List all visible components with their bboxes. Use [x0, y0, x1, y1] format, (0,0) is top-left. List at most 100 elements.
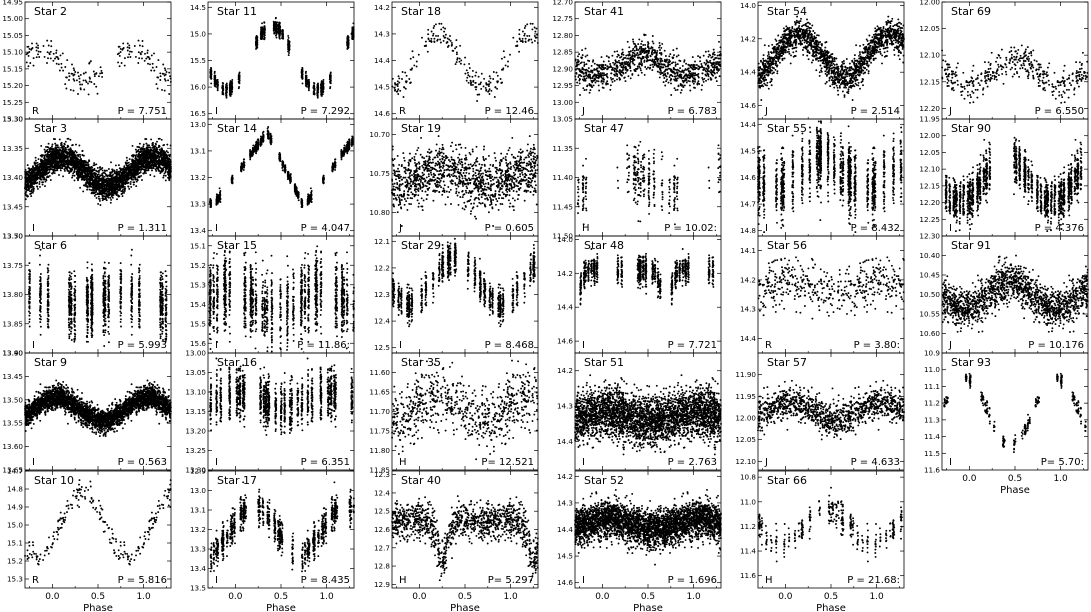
data-point — [80, 165, 83, 168]
data-point — [136, 145, 139, 148]
data-point — [66, 158, 69, 161]
data-point — [169, 144, 172, 147]
data-point — [143, 59, 146, 62]
data-point — [94, 191, 97, 194]
data-point — [39, 162, 42, 165]
data-point — [87, 93, 90, 96]
data-point — [138, 44, 141, 47]
data-point — [57, 57, 60, 60]
data-point — [128, 44, 131, 47]
data-point — [49, 154, 52, 157]
data-point — [71, 144, 74, 147]
data-point — [24, 182, 27, 185]
data-point — [112, 194, 115, 197]
data-point — [38, 317, 41, 320]
data-point — [169, 80, 172, 83]
data-point — [126, 159, 129, 162]
data-point — [60, 152, 63, 155]
data-point — [86, 297, 89, 300]
data-point — [130, 154, 133, 157]
data-point — [59, 169, 62, 172]
data-point — [96, 92, 99, 95]
y-tick-label: 15.10 — [2, 48, 23, 57]
data-point — [108, 191, 111, 194]
data-point — [162, 144, 165, 147]
data-point — [42, 181, 44, 184]
data-point — [159, 150, 162, 153]
data-point — [130, 314, 133, 316]
data-point — [161, 272, 164, 275]
data-point — [39, 254, 41, 257]
data-point — [100, 69, 103, 72]
data-point — [47, 146, 50, 149]
data-point — [134, 55, 137, 58]
data-point — [73, 304, 76, 307]
data-point — [104, 320, 107, 323]
data-point — [86, 188, 89, 191]
data-point — [119, 51, 122, 53]
data-point — [165, 168, 168, 171]
data-point — [70, 278, 73, 281]
data-point — [48, 169, 51, 171]
data-point — [46, 271, 49, 274]
data-point — [102, 267, 105, 270]
data-point — [39, 333, 42, 336]
data-point — [39, 296, 42, 299]
data-point — [166, 154, 169, 157]
data-point — [50, 40, 53, 42]
data-point — [127, 176, 130, 178]
data-point — [50, 147, 53, 150]
data-point — [90, 332, 93, 335]
data-point — [58, 69, 61, 72]
data-point — [148, 57, 151, 60]
data-point — [90, 277, 92, 280]
data-point — [27, 54, 30, 57]
data-point — [119, 314, 122, 317]
data-point — [110, 186, 113, 189]
data-point — [51, 143, 54, 146]
data-point — [103, 309, 106, 312]
y-tick-label: 15.30 — [2, 115, 23, 124]
data-point — [159, 335, 162, 338]
data-point — [68, 271, 71, 274]
data-point — [121, 185, 124, 188]
data-point — [79, 83, 82, 86]
data-point — [125, 181, 128, 184]
data-point — [105, 169, 108, 172]
data-point — [160, 154, 162, 157]
data-point — [46, 288, 49, 291]
data-point — [108, 294, 110, 297]
data-point — [68, 290, 71, 293]
data-point — [93, 162, 96, 165]
data-point — [62, 175, 65, 178]
data-point — [84, 71, 87, 74]
data-point — [77, 155, 80, 158]
data-point — [163, 67, 166, 70]
data-point — [165, 285, 168, 288]
data-point — [138, 166, 141, 169]
data-point — [157, 169, 160, 172]
data-point — [164, 179, 167, 182]
data-point — [131, 162, 133, 165]
data-point — [28, 262, 31, 265]
data-point — [161, 285, 164, 288]
data-point — [37, 50, 40, 53]
data-point — [72, 67, 75, 70]
data-point — [27, 65, 30, 68]
data-point — [107, 306, 110, 309]
data-point — [120, 282, 122, 285]
data-point — [92, 70, 95, 73]
data-point — [50, 157, 53, 160]
data-point — [25, 179, 28, 182]
data-point — [86, 167, 89, 170]
data-point — [87, 286, 89, 289]
data-point — [42, 45, 45, 47]
data-point — [118, 195, 121, 198]
data-point — [159, 314, 162, 316]
data-point — [134, 148, 137, 151]
data-point — [103, 334, 106, 337]
data-point — [109, 174, 112, 177]
data-point — [90, 81, 93, 84]
data-point — [39, 321, 42, 324]
data-point — [73, 179, 76, 182]
